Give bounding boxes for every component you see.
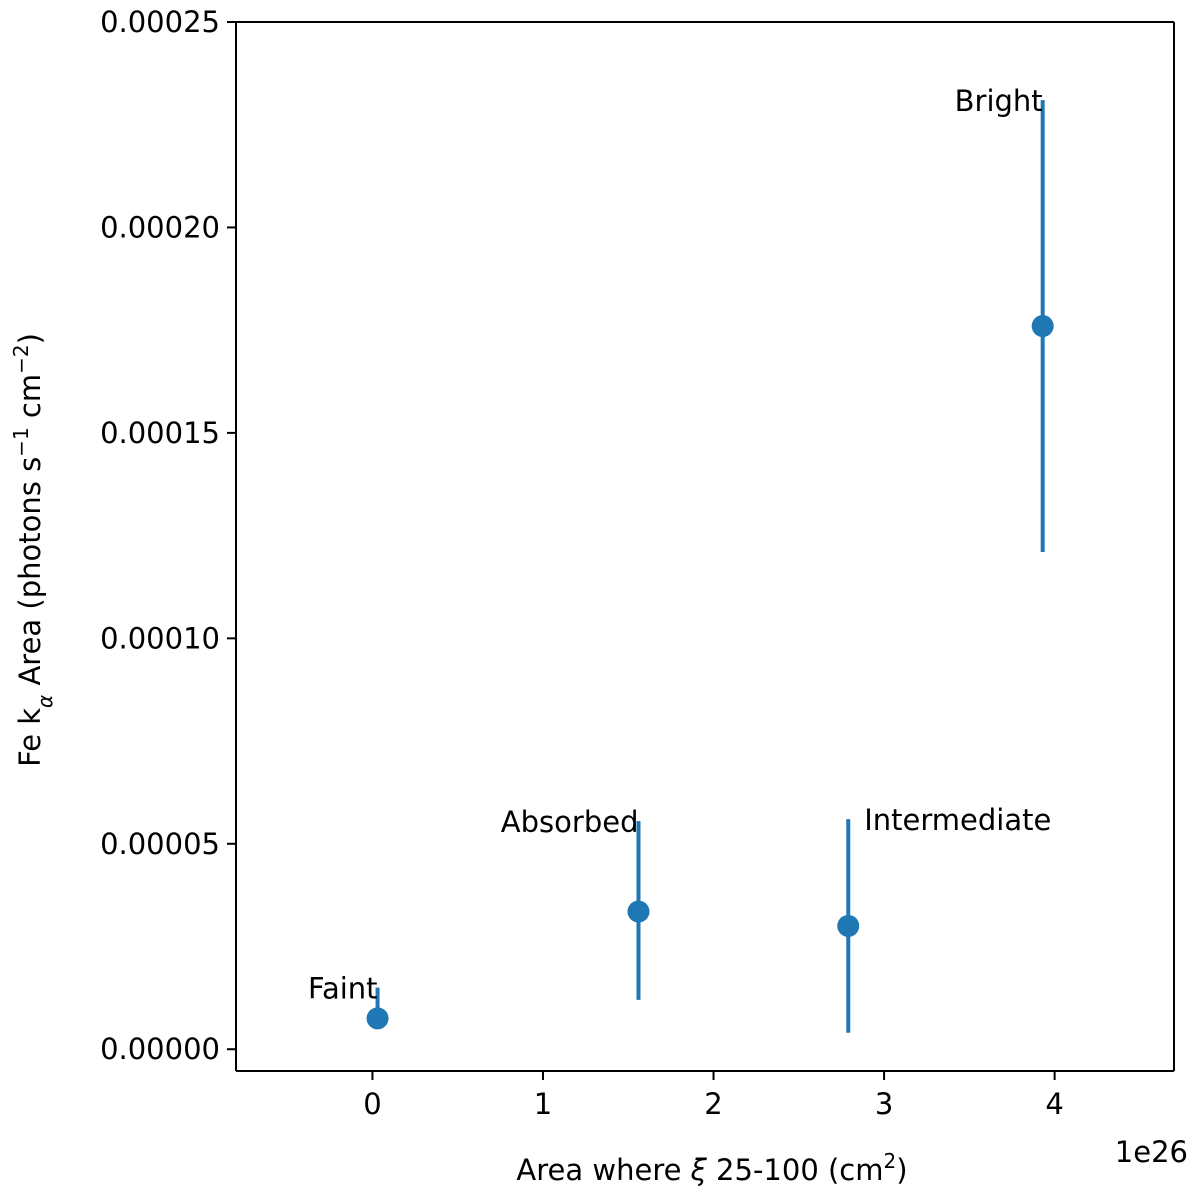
point-label-faint: Faint xyxy=(308,972,378,1006)
x-axis-exponent-label: 1e26 xyxy=(1115,1135,1188,1169)
plot-area: Faint Absorbed Intermediate Bright xyxy=(308,84,1054,1033)
data-point-absorbed xyxy=(627,900,650,923)
point-label-absorbed: Absorbed xyxy=(501,805,639,839)
x-tick-label: 3 xyxy=(875,1087,893,1121)
point-label-bright: Bright xyxy=(955,84,1043,118)
x-tick-label: 2 xyxy=(704,1087,722,1121)
x-tick-label: 1 xyxy=(534,1087,552,1121)
y-tick-label: 0.00025 xyxy=(100,5,220,39)
y-tick-label: 0.00015 xyxy=(100,416,220,450)
axes: 0 1 2 3 4 0.00000 0.00005 0.00010 0.00015 0.00020… xyxy=(100,5,1175,1121)
y-tick-label: 0.00020 xyxy=(100,210,220,244)
y-tick-label: 0.00005 xyxy=(100,827,220,861)
y-tick-label: 0.00010 xyxy=(100,621,220,655)
y-axis-label: Fe kα Area (photons s−1 cm−2) xyxy=(9,333,57,767)
point-label-intermediate: Intermediate xyxy=(864,803,1051,837)
x-tick-label: 4 xyxy=(1045,1087,1063,1121)
data-point-faint xyxy=(366,1007,389,1030)
data-point-bright xyxy=(1031,315,1054,338)
y-tick-label: 0.00000 xyxy=(100,1032,220,1066)
x-tick-label: 0 xyxy=(363,1087,381,1121)
data-point-intermediate xyxy=(837,914,860,937)
x-axis-label: Area where ξ 25-100 (cm2) xyxy=(516,1149,907,1187)
